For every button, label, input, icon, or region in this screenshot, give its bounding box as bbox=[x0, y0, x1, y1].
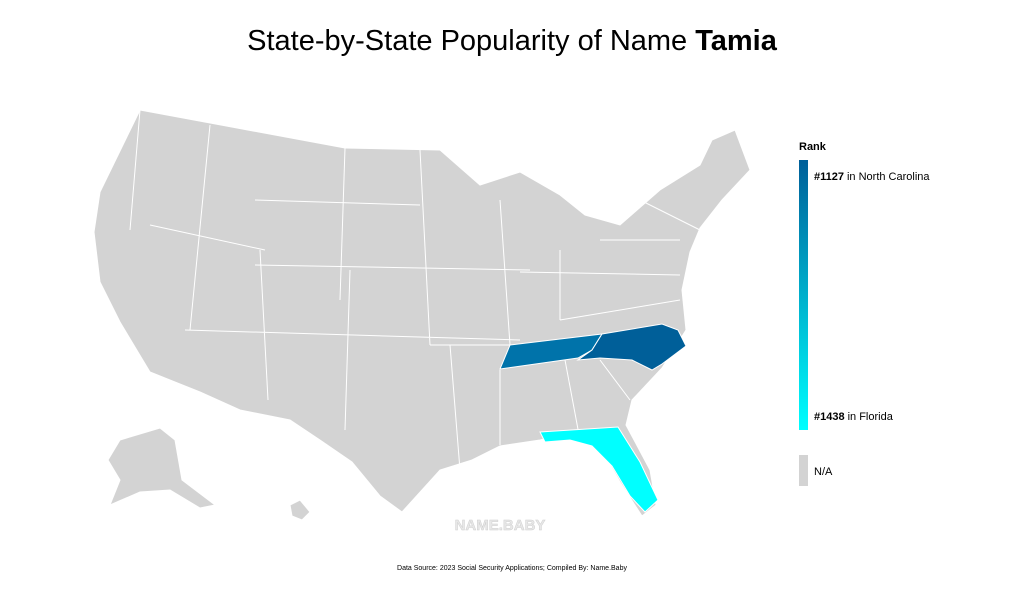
legend-bottom-rank: #1438 bbox=[814, 411, 845, 423]
north-carolina bbox=[576, 323, 687, 371]
legend-bottom-state: in Florida bbox=[848, 411, 894, 423]
hawaii bbox=[289, 499, 311, 521]
state-borders bbox=[129, 109, 701, 471]
legend-top-rank: #1127 bbox=[814, 171, 844, 183]
us-map bbox=[93, 109, 751, 521]
source: Data Source: 2023 Social Security Applic… bbox=[397, 565, 627, 572]
mainland bbox=[93, 109, 751, 517]
color-scale bbox=[799, 160, 808, 430]
legend-bottom: #1438 in Florida bbox=[814, 411, 894, 423]
title-text: State-by-State Popularity of Name bbox=[247, 25, 687, 57]
tennessee bbox=[499, 333, 603, 370]
watermark: NAME.BABY bbox=[455, 517, 546, 534]
na-swatch bbox=[799, 455, 808, 486]
legend-title: Rank bbox=[799, 141, 827, 153]
alaska bbox=[107, 427, 217, 509]
legend-top-state: in North Carolina bbox=[847, 171, 930, 183]
florida bbox=[539, 426, 659, 513]
title-name: Tamia bbox=[695, 25, 778, 57]
legend: Rank #1127 in North Carolina #1438 in Flor… bbox=[799, 141, 930, 486]
title: State-by-State Popularity of Name Tamia bbox=[247, 25, 778, 57]
legend-top: #1127 in North Carolina bbox=[814, 171, 930, 183]
legend-na: N/A bbox=[814, 466, 833, 478]
